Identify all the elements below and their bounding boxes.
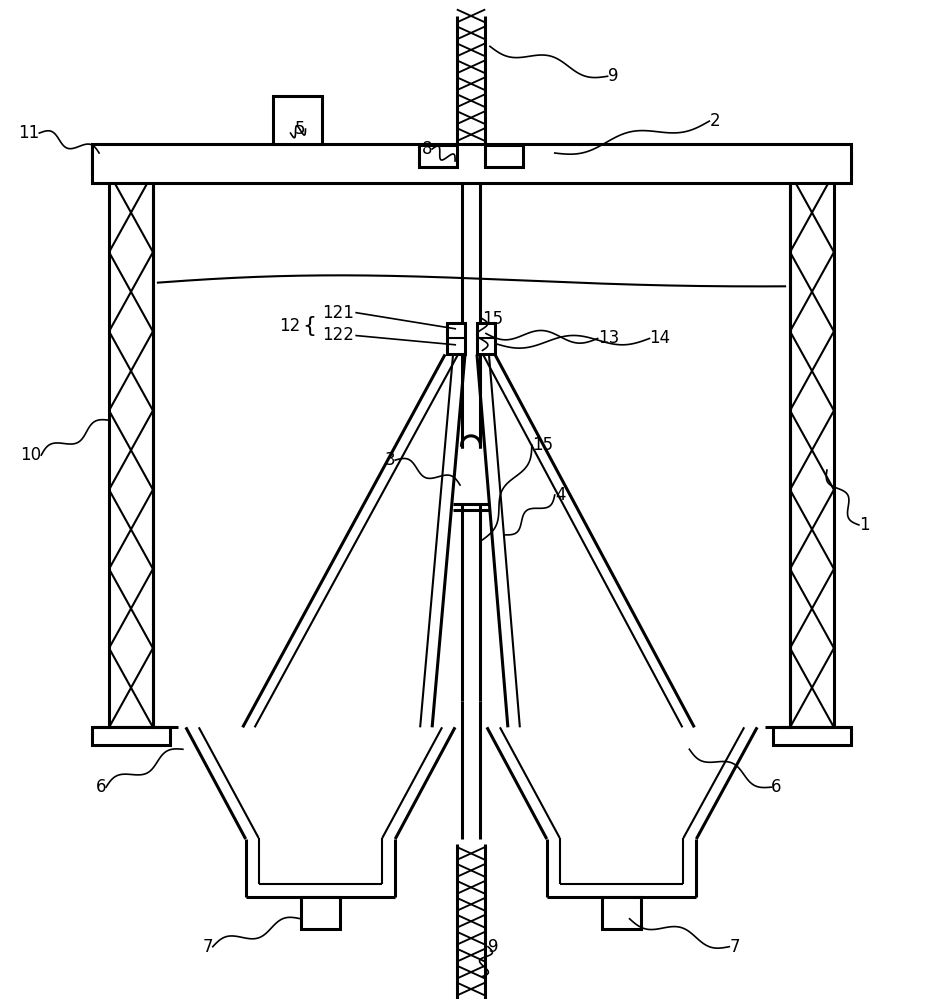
- Bar: [773, 727, 851, 745]
- Text: 2: 2: [709, 112, 720, 130]
- Text: 12: 12: [279, 317, 301, 335]
- Bar: [602, 897, 641, 929]
- Text: 8: 8: [422, 140, 432, 158]
- Text: 5: 5: [295, 120, 306, 138]
- Text: 9: 9: [488, 938, 499, 956]
- Bar: [273, 96, 323, 144]
- Bar: [790, 173, 834, 727]
- Text: 11: 11: [18, 124, 40, 142]
- Bar: [92, 153, 170, 173]
- Text: 3: 3: [385, 451, 395, 469]
- Text: 6: 6: [771, 778, 782, 796]
- Bar: [92, 144, 851, 183]
- Bar: [109, 173, 153, 727]
- Text: 15: 15: [532, 436, 553, 454]
- Text: 10: 10: [20, 446, 41, 464]
- Bar: [301, 897, 340, 929]
- Text: 1: 1: [859, 516, 869, 534]
- Bar: [419, 145, 456, 167]
- Text: 4: 4: [554, 486, 565, 504]
- Text: 7: 7: [729, 938, 739, 956]
- Text: 121: 121: [323, 304, 355, 322]
- Text: 13: 13: [598, 329, 619, 347]
- Bar: [477, 323, 495, 354]
- Text: 15: 15: [482, 310, 504, 328]
- Text: 7: 7: [202, 938, 213, 956]
- Bar: [92, 727, 170, 745]
- Bar: [447, 323, 465, 354]
- Text: {: {: [303, 316, 317, 336]
- Text: 14: 14: [650, 329, 670, 347]
- Text: 9: 9: [607, 67, 618, 85]
- Text: 122: 122: [323, 326, 355, 344]
- Text: 6: 6: [95, 778, 106, 796]
- Bar: [773, 153, 851, 173]
- Bar: [486, 145, 523, 167]
